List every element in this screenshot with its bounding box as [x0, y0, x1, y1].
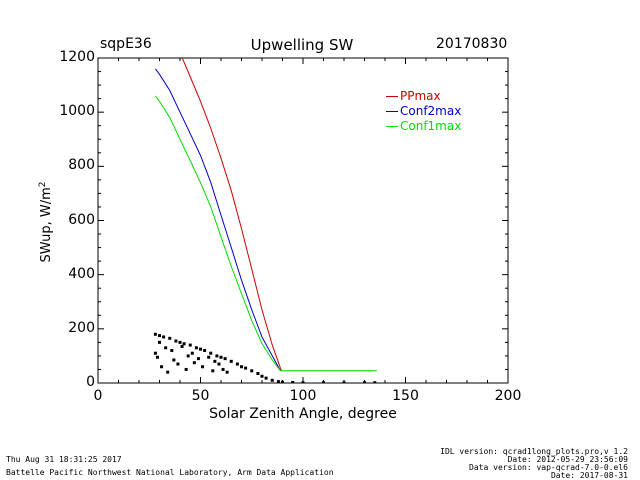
footer-idl-version: IDL version: qcrad1long_plots.pro,v 1.2 — [440, 447, 628, 456]
data-point-observed — [322, 381, 325, 383]
data-point-observed — [256, 372, 260, 376]
data-point-observed — [342, 381, 346, 383]
data-point-observed — [264, 376, 268, 380]
y-tick-label: 1000 — [59, 103, 95, 120]
data-point-observed-scatter — [221, 367, 225, 371]
data-point-observed — [235, 362, 239, 366]
footer-data-date: Date: 2017-08-31 — [550, 471, 628, 480]
legend-item-conf1max: Conf1max — [386, 119, 461, 133]
data-point-observed — [209, 351, 213, 355]
series-line-conf1max — [155, 95, 377, 372]
data-point-observed — [158, 334, 161, 338]
x-tick-label: 200 — [494, 388, 522, 404]
data-point-observed-scatter — [155, 355, 159, 359]
data-point-observed-scatter — [164, 346, 168, 350]
data-point-observed-scatter — [192, 361, 196, 365]
data-point-observed — [182, 342, 186, 346]
date-label: 20170830 — [436, 36, 508, 52]
data-point-observed — [240, 365, 243, 369]
data-point-observed — [229, 359, 233, 363]
y-tick-label: 200 — [68, 319, 95, 336]
series-line-ppmax — [181, 58, 282, 371]
footer-timestamp: Thu Aug 31 18:31:25 2017 — [6, 455, 122, 464]
data-point-observed — [223, 357, 227, 361]
footer-data-version: Data version: vap-qcrad-7.0-0.el6 — [469, 463, 628, 472]
data-point-observed — [203, 349, 207, 352]
series-line-conf2max — [154, 68, 281, 372]
data-point-observed — [250, 369, 254, 373]
data-point-observed-scatter — [176, 362, 180, 366]
data-point-observed-scatter — [180, 344, 184, 348]
y-tick-label: 1200 — [59, 49, 95, 65]
chart-title: Upwelling SW — [250, 36, 354, 54]
axis-ticks — [97, 57, 509, 384]
legend-item-ppmax: PPmax — [386, 89, 441, 103]
data-point-observed — [215, 354, 219, 358]
y-tick-label: 600 — [68, 211, 95, 228]
data-point-observed-scatter — [170, 349, 174, 352]
footer-org: Battelle Pacific Northwest National Labo… — [6, 468, 334, 477]
y-tick-label: 800 — [68, 157, 95, 174]
data-point-observed — [276, 380, 280, 383]
data-point-observed — [174, 339, 178, 343]
data-point-observed-scatter — [225, 370, 229, 374]
data-point-observed — [188, 343, 192, 347]
data-point-observed — [199, 347, 202, 351]
legend-item-conf2max: Conf2max — [386, 104, 461, 118]
x-axis-label: Solar Zenith Angle, degree — [209, 406, 397, 422]
data-point-observed-scatter — [184, 367, 188, 371]
series-group — [153, 58, 377, 383]
data-point-observed-scatter — [172, 358, 176, 362]
data-point-observed-scatter — [201, 365, 205, 369]
data-point-observed-scatter — [158, 340, 161, 344]
data-point-observed-scatter — [186, 354, 190, 358]
data-point-observed — [281, 380, 284, 383]
data-point-observed — [194, 346, 198, 350]
data-point-observed-scatter — [207, 355, 211, 359]
footer-idl-date: Date: 2012-05-29 23:56:09 — [507, 455, 628, 464]
data-point-observed-scatter — [211, 369, 215, 373]
x-tick-label: 150 — [392, 388, 419, 404]
data-point-observed — [178, 340, 182, 344]
data-point-observed-scatter — [217, 362, 221, 366]
y-tick-label: 0 — [86, 374, 95, 390]
site-label: sqpE36 — [100, 36, 152, 52]
data-point-observed-scatter — [160, 365, 164, 369]
data-point-observed-scatter — [213, 359, 217, 363]
x-tick-label: 50 — [191, 388, 210, 404]
x-tick-label: 100 — [289, 388, 317, 404]
x-tick-label: 0 — [93, 388, 103, 404]
data-point-observed — [291, 380, 295, 383]
data-point-observed — [219, 355, 223, 359]
data-point-observed-scatter — [196, 357, 200, 361]
data-point-observed — [363, 381, 366, 383]
y-tick-label: 400 — [68, 265, 95, 282]
data-point-observed-scatter — [190, 351, 194, 355]
data-point-observed — [168, 336, 172, 340]
data-point-observed — [373, 381, 377, 383]
data-point-observed — [244, 366, 248, 370]
data-point-observed-scatter — [153, 351, 157, 355]
data-point-observed-scatter — [166, 370, 170, 374]
data-point-observed — [153, 332, 157, 336]
data-point-observed — [301, 381, 305, 383]
data-point-observed — [162, 335, 166, 339]
y-axis-label: SWup, W/m2 — [37, 181, 55, 263]
data-point-observed — [260, 374, 264, 378]
data-point-observed — [270, 378, 274, 382]
